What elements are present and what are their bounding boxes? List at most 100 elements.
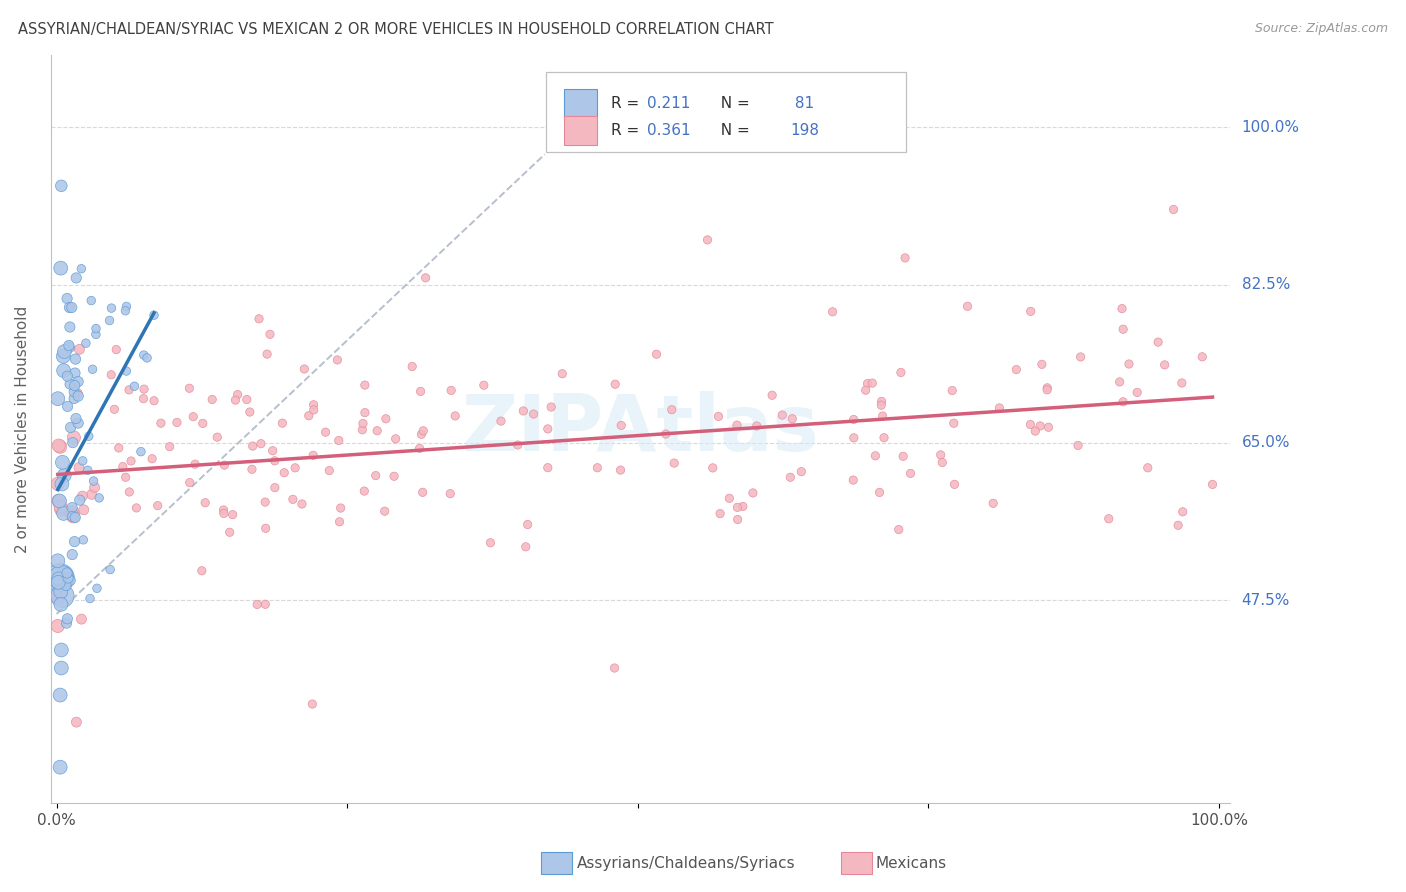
Point bbox=[707, 409, 730, 424]
Point bbox=[890, 366, 912, 380]
Point bbox=[1019, 304, 1042, 318]
Point bbox=[790, 465, 813, 479]
Point bbox=[73, 503, 96, 517]
Point bbox=[725, 418, 748, 433]
Point bbox=[60, 301, 83, 315]
Point bbox=[610, 418, 633, 433]
Point bbox=[53, 344, 76, 359]
Point bbox=[115, 300, 138, 314]
Point bbox=[1019, 417, 1042, 432]
Point bbox=[384, 432, 406, 446]
Point bbox=[53, 468, 76, 483]
Text: Assyrians/Chaldeans/Syriacs: Assyrians/Chaldeans/Syriacs bbox=[576, 856, 794, 871]
Point bbox=[65, 411, 87, 425]
Point bbox=[263, 454, 285, 468]
Point bbox=[48, 494, 70, 508]
Point bbox=[118, 485, 141, 500]
Point bbox=[59, 320, 82, 334]
Point bbox=[605, 377, 627, 392]
Point bbox=[76, 463, 98, 477]
Point bbox=[46, 619, 69, 633]
Point bbox=[67, 389, 90, 403]
Point bbox=[291, 497, 314, 511]
Point bbox=[887, 523, 910, 537]
Point bbox=[46, 392, 69, 406]
Point bbox=[242, 439, 264, 453]
Point bbox=[374, 504, 396, 518]
Text: ASSYRIAN/CHALDEAN/SYRIAC VS MEXICAN 2 OR MORE VEHICLES IN HOUSEHOLD CORRELATION : ASSYRIAN/CHALDEAN/SYRIAC VS MEXICAN 2 OR… bbox=[18, 22, 773, 37]
Point bbox=[69, 343, 91, 357]
Point bbox=[49, 261, 72, 276]
Point bbox=[1153, 358, 1175, 372]
Point bbox=[72, 489, 94, 503]
Text: 100.0%: 100.0% bbox=[1241, 120, 1299, 135]
Text: N =: N = bbox=[711, 123, 755, 138]
Point bbox=[412, 485, 434, 500]
Point bbox=[49, 500, 72, 514]
Point bbox=[239, 405, 262, 419]
Point bbox=[84, 327, 107, 342]
Point bbox=[58, 338, 80, 352]
Point bbox=[353, 484, 375, 499]
Point bbox=[1038, 420, 1060, 434]
Point bbox=[115, 364, 138, 378]
Text: N =: N = bbox=[711, 95, 755, 111]
Point bbox=[956, 299, 979, 313]
Point bbox=[1098, 512, 1121, 526]
Point bbox=[1191, 350, 1213, 364]
Point bbox=[821, 305, 844, 319]
Point bbox=[1167, 518, 1189, 533]
FancyBboxPatch shape bbox=[547, 71, 905, 153]
Point bbox=[702, 461, 724, 475]
Point bbox=[1136, 460, 1159, 475]
Point bbox=[981, 496, 1004, 510]
Point bbox=[212, 507, 235, 521]
Point bbox=[329, 501, 352, 516]
Point bbox=[352, 417, 374, 431]
Point bbox=[298, 409, 321, 423]
Point bbox=[537, 460, 560, 475]
Point bbox=[664, 456, 686, 470]
Point bbox=[943, 477, 966, 491]
Point bbox=[66, 386, 89, 401]
Point bbox=[292, 362, 315, 376]
Point bbox=[515, 540, 537, 554]
Text: ZIPAtlas: ZIPAtlas bbox=[461, 392, 820, 467]
Text: 0.211: 0.211 bbox=[647, 95, 690, 111]
Point bbox=[48, 572, 70, 586]
Point bbox=[51, 502, 73, 516]
Text: Source: ZipAtlas.com: Source: ZipAtlas.com bbox=[1254, 22, 1388, 36]
Point bbox=[69, 493, 91, 508]
Point bbox=[779, 470, 801, 484]
Point bbox=[67, 416, 90, 430]
Point bbox=[284, 460, 307, 475]
Point bbox=[49, 440, 72, 454]
Point bbox=[731, 500, 754, 514]
Point bbox=[59, 574, 82, 588]
Point bbox=[842, 412, 865, 426]
Point bbox=[761, 388, 783, 402]
Point bbox=[586, 460, 609, 475]
Point bbox=[63, 534, 86, 549]
Point bbox=[254, 597, 277, 611]
Point bbox=[655, 427, 678, 442]
Point bbox=[931, 455, 953, 469]
Point bbox=[842, 431, 865, 445]
Point bbox=[1067, 438, 1090, 452]
Point bbox=[51, 589, 73, 603]
Point bbox=[129, 444, 152, 458]
Point bbox=[725, 500, 748, 515]
Text: 198: 198 bbox=[790, 123, 820, 138]
Point bbox=[891, 450, 914, 464]
Point bbox=[745, 419, 768, 434]
Point bbox=[52, 507, 75, 521]
Point bbox=[472, 378, 495, 392]
Point bbox=[100, 368, 122, 382]
Point bbox=[46, 554, 69, 568]
Point bbox=[80, 293, 103, 308]
Point bbox=[1118, 357, 1140, 371]
Text: 47.5%: 47.5% bbox=[1241, 593, 1289, 608]
Point bbox=[537, 422, 560, 436]
Point bbox=[105, 343, 128, 357]
Point bbox=[1112, 322, 1135, 336]
